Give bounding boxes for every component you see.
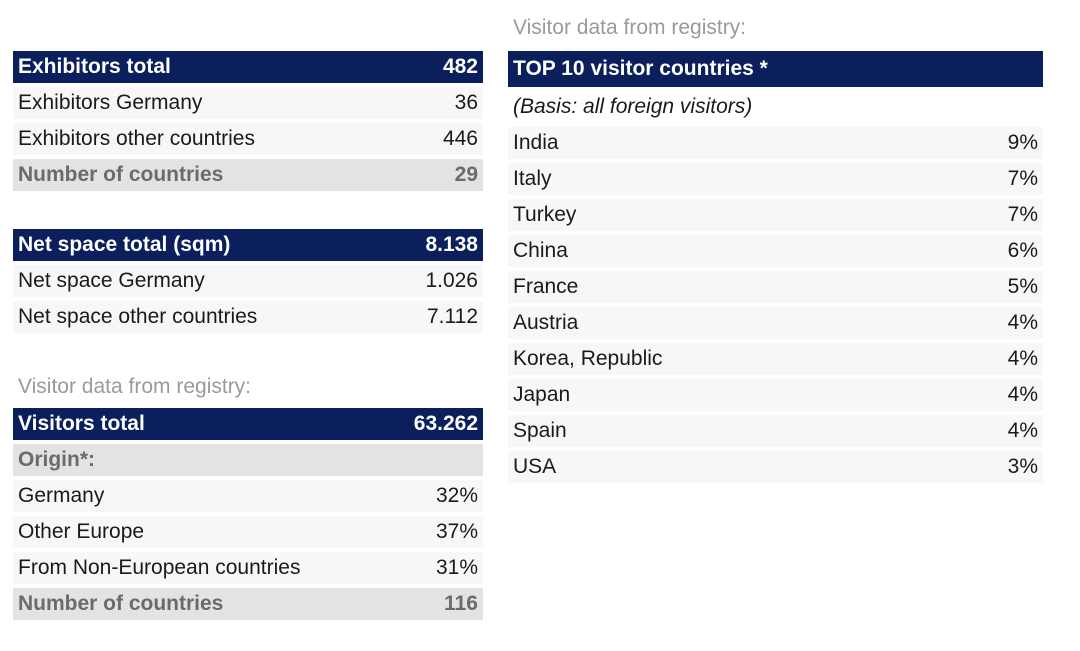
row-label: Exhibitors other countries [18, 127, 255, 150]
table-row: Other Europe 37% [13, 516, 483, 548]
visitors-section-label: Visitor data from registry: [18, 375, 252, 398]
table-row: Net space other countries 7.112 [13, 301, 483, 333]
row-value: 4% [1007, 383, 1038, 406]
row-value: 446 [442, 127, 478, 150]
table-row: Exhibitors other countries 446 [13, 123, 483, 155]
table-row: Turkey 7% [508, 199, 1043, 231]
row-label: Origin*: [18, 448, 95, 471]
row-value: 29 [454, 163, 478, 186]
row-label: Exhibitors Germany [18, 91, 203, 114]
row-value: 1.026 [425, 269, 478, 292]
row-value: 31% [435, 556, 478, 579]
table-row: Austria 4% [508, 307, 1043, 339]
table-row: China 6% [508, 235, 1043, 267]
row-label: Exhibitors total [18, 55, 171, 78]
table-row: Exhibitors Germany 36 [13, 87, 483, 119]
row-value: 5% [1007, 275, 1038, 298]
row-value: 32% [435, 484, 478, 507]
row-value: 9% [1007, 131, 1038, 154]
row-label: From Non-European countries [18, 556, 301, 579]
table-row: Japan 4% [508, 379, 1043, 411]
row-value: 6% [1007, 239, 1038, 262]
row-label: USA [513, 455, 557, 478]
row-label: Japan [513, 383, 571, 406]
table-row: From Non-European countries 31% [13, 552, 483, 584]
top10-table: Visitor data from registry: TOP 10 visit… [508, 14, 1043, 487]
table-row: USA 3% [508, 451, 1043, 483]
top10-header-row: TOP 10 visitor countries * [508, 51, 1043, 87]
table-row: Germany 32% [13, 480, 483, 512]
row-value: 116 [444, 592, 478, 615]
row-value: 36 [454, 91, 478, 114]
row-label: Spain [513, 419, 567, 442]
top10-basis-row: (Basis: all foreign visitors) [508, 91, 1043, 123]
net-space-table: Net space total (sqm) 8.138 Net space Ge… [13, 229, 483, 337]
row-label: France [513, 275, 579, 298]
table-row: Net space Germany 1.026 [13, 265, 483, 297]
exhibitors-countries-row: Number of countries 29 [13, 159, 483, 191]
row-label: TOP 10 visitor countries * [513, 57, 768, 80]
row-label: Italy [513, 167, 552, 190]
row-label: Number of countries [18, 163, 224, 186]
table-row: Korea, Republic 4% [508, 343, 1043, 375]
visitors-total-row: Visitors total 63.262 [13, 408, 483, 440]
row-label: India [513, 131, 559, 154]
row-label: Net space Germany [18, 269, 205, 292]
row-value: 3% [1007, 455, 1038, 478]
row-label: Other Europe [18, 520, 145, 543]
row-label: China [513, 239, 568, 262]
row-value: 37% [435, 520, 478, 543]
exhibitors-total-row: Exhibitors total 482 [13, 51, 483, 83]
row-label: Germany [18, 484, 105, 507]
origin-row: Origin*: [13, 444, 483, 476]
net-space-total-row: Net space total (sqm) 8.138 [13, 229, 483, 261]
row-value: 7% [1007, 203, 1038, 226]
row-value: 4% [1007, 311, 1038, 334]
row-value: 4% [1007, 347, 1038, 370]
row-label: Number of countries [18, 592, 224, 615]
row-value: 7.112 [427, 305, 478, 328]
visitors-countries-row: Number of countries 116 [13, 588, 483, 620]
table-row: Spain 4% [508, 415, 1043, 447]
table-row: India 9% [508, 127, 1043, 159]
row-value: 4% [1007, 419, 1038, 442]
row-label: Net space other countries [18, 305, 258, 328]
row-label: Austria [513, 311, 579, 334]
row-value: 63.262 [413, 412, 478, 435]
table-row: Italy 7% [508, 163, 1043, 195]
row-label: Net space total (sqm) [18, 233, 231, 256]
row-value: 482 [442, 55, 478, 78]
table-row: France 5% [508, 271, 1043, 303]
exhibitors-table: Exhibitors total 482 Exhibitors Germany … [13, 51, 483, 195]
row-value: 7% [1007, 167, 1038, 190]
row-label: (Basis: all foreign visitors) [513, 95, 753, 118]
top10-section-label: Visitor data from registry: [513, 16, 747, 39]
row-label: Turkey [513, 203, 577, 226]
row-label: Visitors total [18, 412, 145, 435]
row-value: 8.138 [425, 233, 478, 256]
row-label: Korea, Republic [513, 347, 663, 370]
visitors-table: Visitor data from registry: Visitors tot… [13, 373, 483, 624]
